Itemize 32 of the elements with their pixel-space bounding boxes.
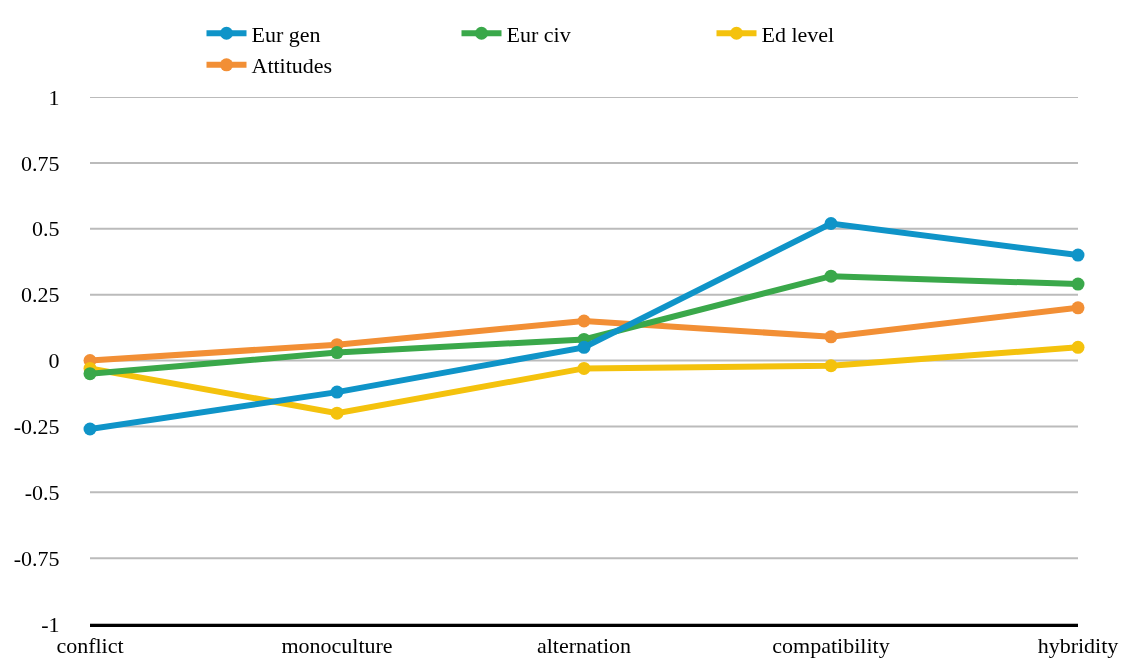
point bbox=[824, 359, 838, 373]
y-tick-label: 0.25 bbox=[21, 282, 60, 308]
point bbox=[824, 216, 838, 230]
point bbox=[577, 314, 591, 328]
legend-label: Eur civ bbox=[506, 21, 571, 47]
y-tick-label: -0.25 bbox=[13, 414, 60, 440]
y-tick-label: -0.75 bbox=[13, 545, 60, 571]
y-tick-label: 0 bbox=[48, 348, 60, 374]
point bbox=[330, 385, 344, 399]
point bbox=[330, 346, 344, 360]
x-tick-label: alternation bbox=[536, 633, 632, 659]
x-tick-label: monoculture bbox=[281, 633, 393, 659]
point bbox=[330, 406, 344, 420]
point bbox=[1071, 248, 1085, 262]
x-tick-label: hybridity bbox=[1037, 633, 1119, 659]
y-tick-label: -0.5 bbox=[24, 479, 60, 505]
legend-label: Attitudes bbox=[251, 53, 333, 79]
y-tick-label: 1 bbox=[48, 84, 60, 110]
point bbox=[1071, 340, 1085, 354]
point bbox=[1071, 301, 1085, 315]
legend-label: Eur gen bbox=[251, 21, 321, 47]
point bbox=[577, 361, 591, 375]
x-tick-label: compatibility bbox=[772, 633, 890, 659]
point bbox=[1071, 277, 1085, 291]
legend-label: Ed level bbox=[761, 21, 835, 47]
point bbox=[83, 422, 97, 436]
y-tick-label: 0.75 bbox=[21, 150, 60, 176]
point bbox=[577, 340, 591, 354]
point bbox=[824, 330, 838, 344]
y-tick-label: 0.5 bbox=[32, 216, 60, 242]
point bbox=[824, 269, 838, 283]
point bbox=[83, 367, 97, 381]
